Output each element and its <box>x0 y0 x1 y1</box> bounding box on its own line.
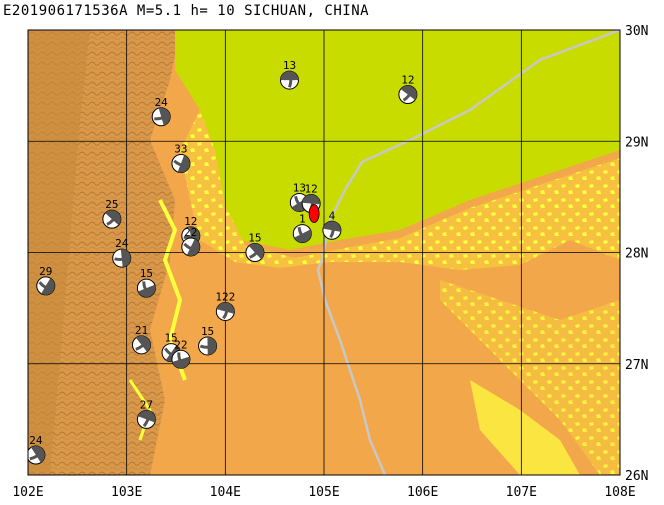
event-depth-label: 4 <box>329 209 336 222</box>
event-depth-label: 12 <box>305 183 318 196</box>
focal-mechanism-beachball[interactable]: 33 <box>171 143 191 173</box>
focal-mechanism-beachball[interactable]: 24 <box>27 434 46 465</box>
focal-mechanism-beachball[interactable]: 29 <box>36 265 56 296</box>
event-depth-label: 12 <box>184 215 197 228</box>
focal-mechanism-beachball[interactable]: 24 <box>151 96 171 127</box>
map-frame <box>27 29 621 476</box>
event-depth-label: 15 <box>201 325 214 338</box>
map-title: E201906171536A M=5.1 h= 10 SICHUAN, CHIN… <box>3 3 370 19</box>
focal-mechanism-beachball[interactable]: 12 <box>398 74 418 105</box>
focal-mechanism-beachball[interactable]: 27 <box>136 398 156 429</box>
lon-label: 107E <box>506 485 537 500</box>
event-depth-label: 33 <box>174 143 187 156</box>
focal-mechanism-beachball[interactable]: 24 <box>112 237 132 268</box>
lon-label: 103E <box>111 485 142 500</box>
event-depth-label: 27 <box>140 398 153 411</box>
focal-mechanism-beachball[interactable]: 15 <box>198 325 218 356</box>
province-border <box>316 30 620 475</box>
focal-mechanism-beachball[interactable]: 15 <box>245 232 265 262</box>
lat-label: 29N <box>625 135 648 150</box>
lat-label: 30N <box>625 24 648 39</box>
lon-label: 104E <box>210 485 241 500</box>
event-depth-label: 1 <box>299 213 306 226</box>
event-depth-label: 122 <box>215 290 235 303</box>
focal-mechanism-beachball[interactable]: 21 <box>131 324 151 355</box>
event-depth-label: 21 <box>135 324 148 337</box>
event-depth-label: 22 <box>174 338 187 351</box>
event-depth-label: 15 <box>248 232 261 245</box>
focal-mechanism-beachball[interactable]: 4 <box>322 209 342 240</box>
lon-label: 105E <box>308 485 339 500</box>
lat-label: 28N <box>625 247 648 262</box>
axis-labels: 102E 103E 104E 105E 106E 107E 108E 30N 29N 28N 27N… <box>12 24 648 500</box>
event-depth-label: 15 <box>164 332 177 345</box>
event-depth-label: 13 <box>283 59 296 72</box>
event-depth-label: 24 <box>155 96 169 109</box>
focal-mechanism-beachball[interactable]: 25 <box>102 198 122 229</box>
event-depth-label: 13 <box>293 181 306 194</box>
focal-mechanism-beachball[interactable]: 15 <box>136 267 156 298</box>
focal-mechanism-beachball[interactable]: 122 <box>215 290 235 321</box>
event-depth-label: 24 <box>29 434 43 447</box>
focal-mechanism-beachball[interactable]: 22 <box>171 338 191 369</box>
event-depth-label: 24 <box>115 237 129 250</box>
focal-mechanism-beachball[interactable]: 22 <box>181 226 201 257</box>
event-depth-label: 12 <box>401 74 414 87</box>
focal-mechanism-beachball[interactable]: 13 <box>279 59 299 90</box>
lon-label: 106E <box>407 485 438 500</box>
event-depth-label: 15 <box>140 267 153 280</box>
event-depth-label: 29 <box>39 265 52 278</box>
mainshock-beachball[interactable] <box>308 204 320 223</box>
focal-mechanism-beachball[interactable]: 1 <box>292 213 312 244</box>
lat-label: 27N <box>625 358 648 373</box>
event-depth-label: 25 <box>105 198 118 211</box>
lon-label: 102E <box>12 485 43 500</box>
lon-label: 108E <box>604 485 635 500</box>
lat-label: 26N <box>625 469 648 484</box>
event-depth-label: 22 <box>184 226 197 239</box>
